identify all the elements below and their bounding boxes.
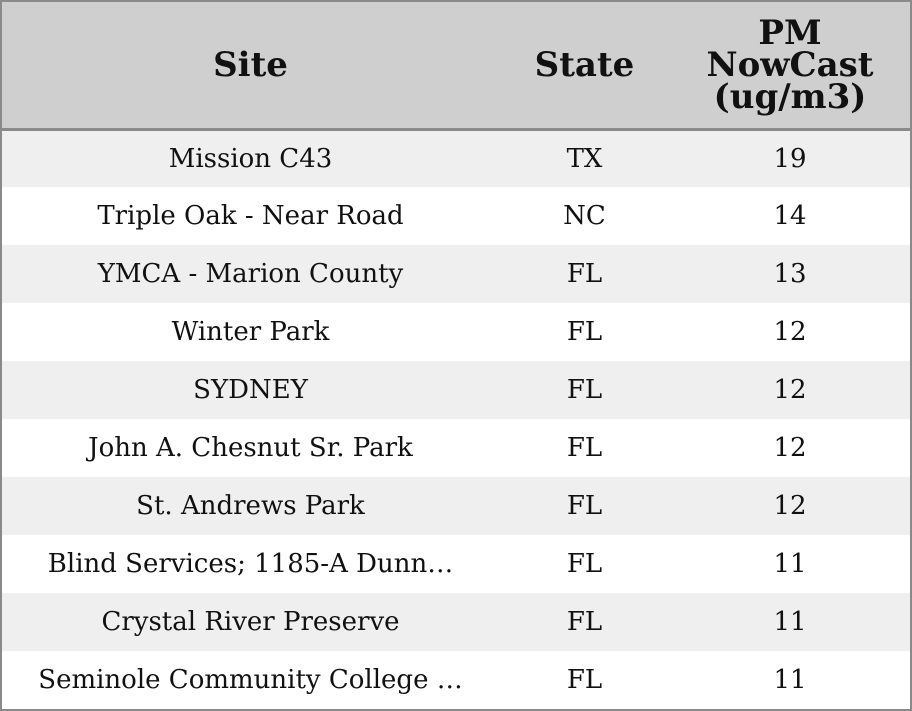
header-state: State xyxy=(499,2,670,131)
table-row: Triple Oak - Near Road NC 14 xyxy=(2,187,910,245)
cell-pm-nowcast: 11 xyxy=(773,607,807,637)
cell-site: St. Andrews Park xyxy=(136,491,365,521)
cell-site: Seminole Community College … xyxy=(38,665,463,695)
table-header: Site State PM NowCast (ug/m3) xyxy=(2,2,910,131)
table-row: Blind Services; 1185-A Dunn… FL 11 xyxy=(2,535,910,593)
header-pm-line-3: (ug/m3) xyxy=(713,76,867,117)
cell-site: Winter Park xyxy=(171,317,330,347)
table-row: YMCA - Marion County FL 13 xyxy=(2,245,910,303)
cell-state: FL xyxy=(566,375,603,405)
table-body: Mission C43 TX 19 Triple Oak - Near Road NC 1… xyxy=(2,129,910,709)
header-site-label: Site xyxy=(213,44,288,85)
cell-state: FL xyxy=(566,607,603,637)
header-pm-nowcast: PM NowCast (ug/m3) xyxy=(670,2,910,131)
cell-pm-nowcast: 12 xyxy=(773,375,807,405)
cell-state: FL xyxy=(566,665,603,695)
cell-site: Triple Oak - Near Road xyxy=(97,201,404,231)
cell-state: FL xyxy=(566,491,603,521)
cell-site: Crystal River Preserve xyxy=(101,607,400,637)
table-row: Crystal River Preserve FL 11 xyxy=(2,593,910,651)
cell-site: Mission C43 xyxy=(168,143,333,174)
cell-pm-nowcast: 12 xyxy=(773,317,807,347)
cell-pm-nowcast: 12 xyxy=(773,491,807,521)
cell-state: NC xyxy=(563,201,606,231)
table-row: St. Andrews Park FL 12 xyxy=(2,477,910,535)
cell-pm-nowcast: 13 xyxy=(773,259,807,289)
cell-pm-nowcast: 12 xyxy=(773,433,807,463)
cell-site: YMCA - Marion County xyxy=(97,259,404,289)
cell-site: Blind Services; 1185-A Dunn… xyxy=(47,549,454,579)
cell-site: SYDNEY xyxy=(193,375,308,405)
header-site: Site xyxy=(2,2,499,131)
cell-pm-nowcast: 14 xyxy=(773,201,807,231)
header-pm-line-1: PM xyxy=(758,12,822,53)
cell-site: John A. Chesnut Sr. Park xyxy=(88,433,413,463)
cell-state: FL xyxy=(566,433,603,463)
header-row: Site State PM NowCast (ug/m3) xyxy=(2,2,910,131)
cell-state: TX xyxy=(566,143,603,174)
table-row: John A. Chesnut Sr. Park FL 12 xyxy=(2,419,910,477)
cell-pm-nowcast: 19 xyxy=(773,143,807,174)
cell-state: FL xyxy=(566,549,603,579)
cell-pm-nowcast: 11 xyxy=(773,665,807,695)
table-row: Mission C43 TX 19 xyxy=(2,129,910,187)
table-row: SYDNEY FL 12 xyxy=(2,361,910,419)
table-row: Winter Park FL 12 xyxy=(2,303,910,361)
table-row: Seminole Community College … FL 11 xyxy=(2,651,910,709)
header-state-label: State xyxy=(534,44,635,85)
cell-pm-nowcast: 11 xyxy=(773,549,807,579)
cell-state: FL xyxy=(566,259,603,289)
header-pm-line-2: NowCast xyxy=(706,44,874,85)
cell-state: FL xyxy=(566,317,603,347)
